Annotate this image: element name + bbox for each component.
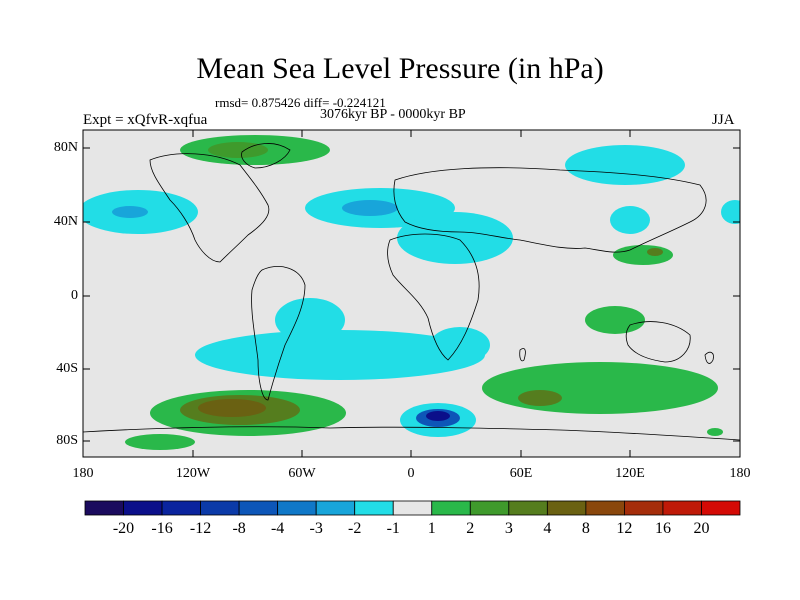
anomaly-west-pacific-core xyxy=(647,248,663,256)
colorbar-swatch xyxy=(161,500,201,516)
season-label: JJA xyxy=(712,112,735,128)
anomaly-indian-ocean xyxy=(585,306,645,334)
colorbar xyxy=(84,500,741,516)
anomaly-north-pacific-core xyxy=(112,206,148,218)
colorbar-swatch xyxy=(354,500,394,516)
anomaly-southern-ocean-indian-core xyxy=(518,390,562,406)
coastlines xyxy=(83,143,740,457)
x-label-60w: 60W xyxy=(288,466,316,481)
colorbar-label: 20 xyxy=(693,520,710,537)
colorbar-swatch xyxy=(84,500,124,516)
x-label-120w: 120W xyxy=(175,466,211,481)
anomaly-siberia xyxy=(565,145,685,185)
anomaly-southern-ocean-pacific-core xyxy=(198,399,266,417)
anomaly-antarctic-low-core xyxy=(426,411,450,421)
colorbar-swatch xyxy=(392,500,433,516)
colorbar-swatch xyxy=(469,500,510,516)
colorbar-label: -8 xyxy=(232,520,246,537)
colorbar-label: -4 xyxy=(270,520,285,537)
colorbar-swatch xyxy=(508,500,548,516)
x-label-180e: 180 xyxy=(729,466,751,481)
anomaly-south-atlantic xyxy=(195,330,485,380)
anomaly-ross-sea xyxy=(125,434,195,450)
anomaly-north-pacific-east xyxy=(721,200,740,224)
colorbar-label: 16 xyxy=(654,520,671,537)
y-label-80s: 80S xyxy=(56,433,78,448)
colorbar-label: -3 xyxy=(309,520,323,537)
y-label-0: 0 xyxy=(71,288,78,303)
colorbar-label: -2 xyxy=(348,520,362,537)
colorbar-label: 1 xyxy=(427,520,436,537)
colorbar-swatch xyxy=(277,500,317,516)
chart-title: Mean Sea Level Pressure (in hPa) xyxy=(196,52,604,85)
colorbar-swatch xyxy=(624,500,664,516)
colorbar-swatch xyxy=(238,500,279,516)
colorbar-label: 3 xyxy=(504,520,513,537)
colorbar-swatch xyxy=(585,500,625,516)
anomaly-south-africa xyxy=(430,327,490,363)
colorbar-swatch xyxy=(701,500,741,516)
colorbar-label: 8 xyxy=(581,520,590,537)
colorbar-swatch xyxy=(431,500,471,516)
anomaly-east-asia xyxy=(610,206,650,234)
period-text: 3076kyr BP - 0000kyr BP xyxy=(320,107,466,122)
colorbar-swatch xyxy=(662,500,702,516)
colorbar-swatch xyxy=(123,500,163,516)
colorbar-swatch xyxy=(546,500,587,516)
x-label-120e: 120E xyxy=(615,466,645,481)
anomaly-tropical-atlantic xyxy=(275,298,345,342)
colorbar-label: 4 xyxy=(543,520,552,537)
anomaly-north-atlantic-core xyxy=(342,200,398,216)
colorbar-label: -12 xyxy=(189,520,212,537)
colorbar-label: 2 xyxy=(466,520,475,537)
axis-ticks xyxy=(83,130,740,457)
pressure-anomaly-field xyxy=(83,135,740,457)
x-label-60e: 60E xyxy=(509,466,533,481)
y-label-40n: 40N xyxy=(53,214,78,229)
stats-text: rmsd= 0.875426 diff= -0.224121 xyxy=(215,95,386,110)
x-label-0: 0 xyxy=(407,466,415,481)
x-label-180w: 180 xyxy=(72,466,94,481)
anomaly-southern-ocean-indian xyxy=(482,362,718,414)
experiment-label: Expt = xQfvR-xqfua xyxy=(83,112,208,128)
anomaly-west-pacific xyxy=(613,245,673,265)
colorbar-swatch xyxy=(315,500,356,516)
y-label-40s: 40S xyxy=(56,361,78,376)
anomaly-southeast-small xyxy=(707,428,723,436)
colorbar-label: -16 xyxy=(151,520,173,537)
colorbar-label: -20 xyxy=(112,520,135,537)
colorbar-label: 12 xyxy=(616,520,633,537)
colorbar-swatch xyxy=(200,500,240,516)
y-label-80n: 80N xyxy=(53,140,78,155)
colorbar-label: -1 xyxy=(386,520,400,537)
